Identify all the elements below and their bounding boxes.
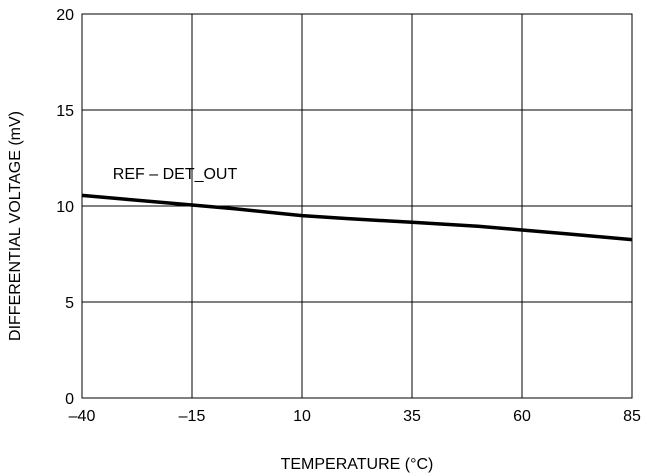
series-group — [81, 193, 633, 242]
annotation-label: REF – DET_OUT — [113, 166, 238, 183]
x-tick-label: 85 — [623, 408, 641, 425]
y-tick-label: 0 — [65, 391, 74, 408]
y-axis-label: DIFFERENTIAL VOLTAGE (mV) — [7, 111, 24, 341]
annotations: REF – DET_OUT — [113, 166, 238, 183]
x-tick-labels: –40 –15 10 35 60 85 — [69, 408, 641, 425]
y-tick-labels: 0 5 10 15 20 — [56, 7, 74, 408]
x-tick-label: 60 — [513, 408, 531, 425]
x-tick-label: 10 — [293, 408, 311, 425]
y-tick-label: 10 — [56, 199, 74, 216]
x-tick-label: –40 — [69, 408, 96, 425]
plot-frame — [81, 13, 633, 399]
grid — [81, 13, 633, 399]
x-axis-label: TEMPERATURE (°C) — [281, 456, 434, 473]
series-line — [81, 193, 633, 242]
y-tick-label: 15 — [56, 103, 74, 120]
y-tick-label: 20 — [56, 7, 74, 24]
y-tick-label: 5 — [65, 295, 74, 312]
x-tick-label: –15 — [179, 408, 206, 425]
x-tick-label: 35 — [403, 408, 421, 425]
